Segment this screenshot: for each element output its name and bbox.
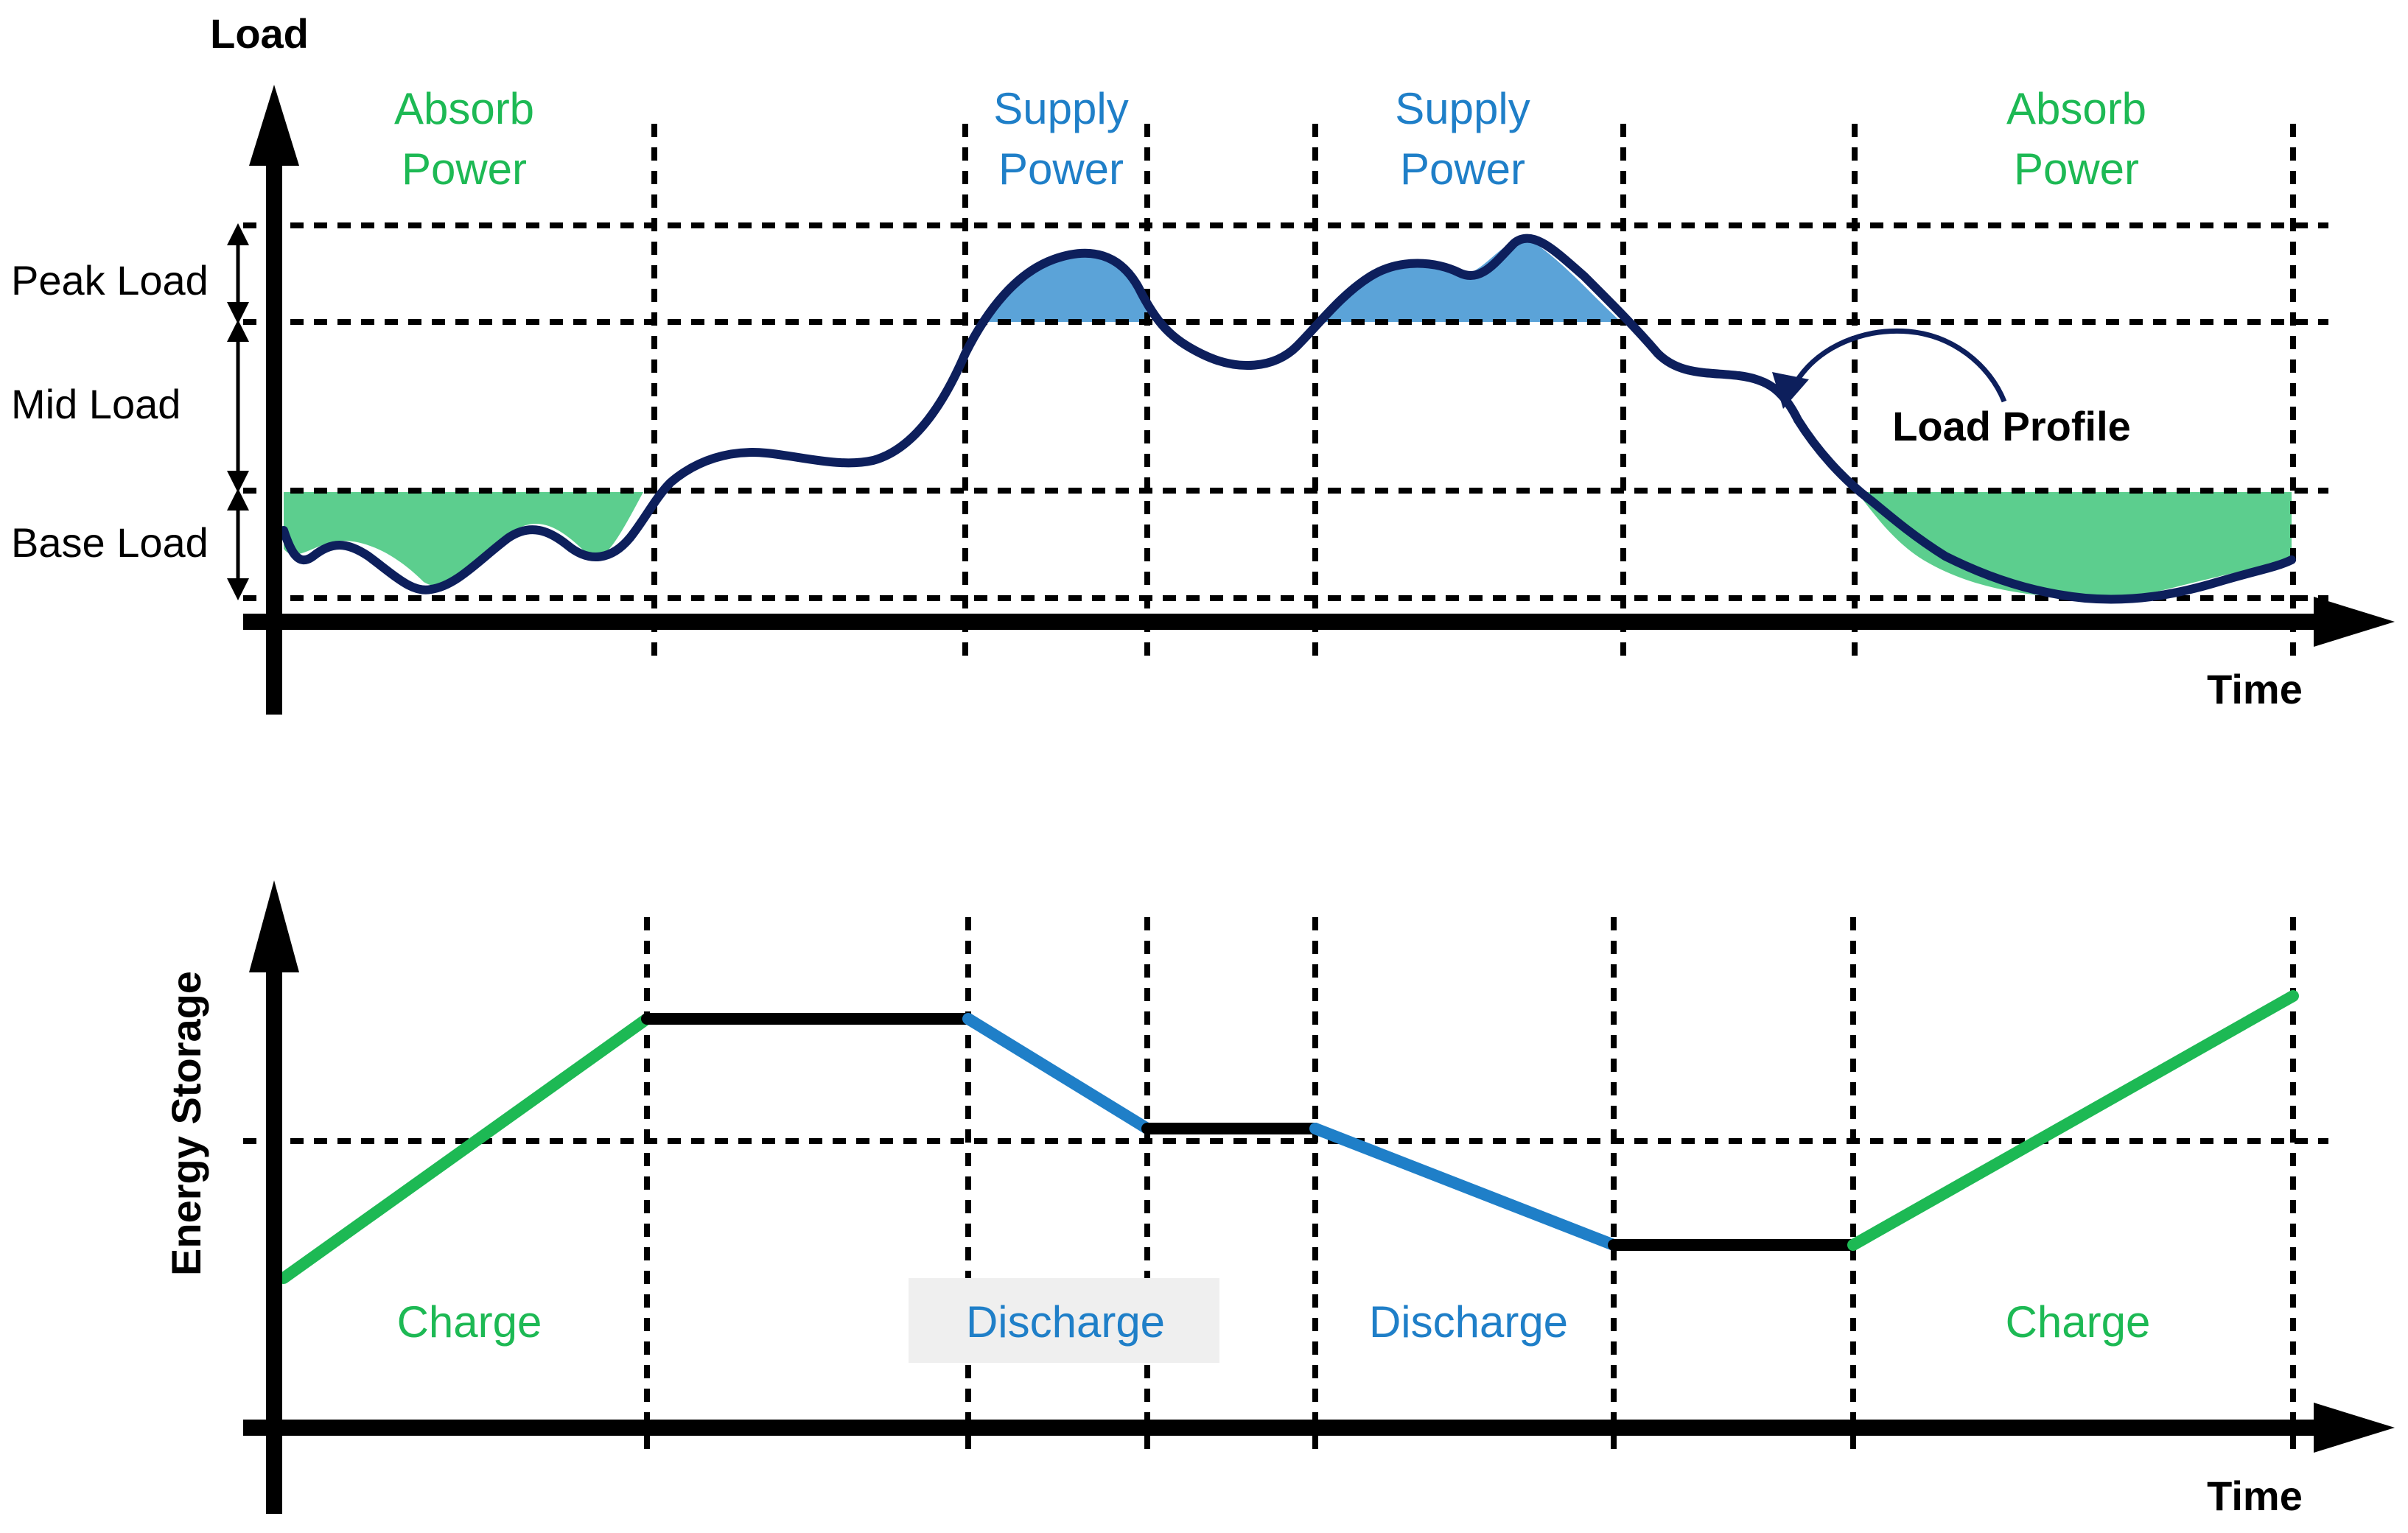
top-panel: Load Time Peak Load Mid Load Base Load A… [11, 10, 2395, 715]
load-profile-curve [279, 234, 2296, 604]
phase-label-charge-left: Charge [397, 1297, 542, 1347]
phase-label-charge-right: Charge [2006, 1297, 2151, 1347]
top-y-axis-label: Load [210, 10, 309, 57]
discharge-label-highlight [909, 1278, 1219, 1363]
region-label-absorb-left-line1: Absorb [394, 84, 534, 133]
bottom-panel: Energy Storage Time Charge Discharge Dis… [163, 880, 2395, 1519]
level-label-peak: Peak Load [11, 257, 209, 304]
storage-charge-segment-1 [278, 1013, 653, 1284]
bottom-x-axis-label: Time [2207, 1473, 2303, 1519]
level-label-base: Base Load [11, 519, 209, 566]
peak-supply-fill-1 [980, 256, 1149, 322]
region-label-absorb-right-line2: Power [2014, 144, 2139, 194]
region-label-absorb-right-line1: Absorb [2006, 84, 2146, 133]
bottom-x-axis-arrowhead [2314, 1403, 2395, 1453]
top-x-axis-arrowhead [2314, 597, 2395, 647]
storage-discharge-segment-1 [962, 1013, 1153, 1134]
storage-charge-segment-2 [1847, 990, 2299, 1251]
base-absorb-fill-right [1857, 492, 2292, 598]
storage-discharge-segment-2 [1309, 1123, 1620, 1251]
base-absorb-fill-left [284, 492, 643, 586]
region-label-supply-1-line2: Power [998, 144, 1124, 194]
load-profile-label: Load Profile [1892, 403, 2131, 449]
level-label-mid: Mid Load [11, 381, 181, 427]
region-label-supply-1-line1: Supply [993, 84, 1128, 133]
bottom-y-axis-label: Energy Storage [163, 971, 209, 1276]
bottom-y-axis-arrowhead [249, 880, 299, 972]
region-label-supply-2-line1: Supply [1395, 84, 1530, 133]
top-x-axis-label: Time [2207, 666, 2303, 712]
region-label-supply-2-line2: Power [1400, 144, 1525, 194]
phase-label-discharge-1: Discharge [966, 1297, 1165, 1347]
phase-label-discharge-2: Discharge [1369, 1297, 1568, 1347]
load-profile-callout-arrow [1796, 328, 2007, 403]
region-label-absorb-left-line2: Power [402, 144, 527, 194]
callout-arrowhead [1772, 372, 1809, 409]
peak-supply-fill-2 [1323, 240, 1621, 322]
top-y-axis-arrowhead [249, 85, 299, 166]
